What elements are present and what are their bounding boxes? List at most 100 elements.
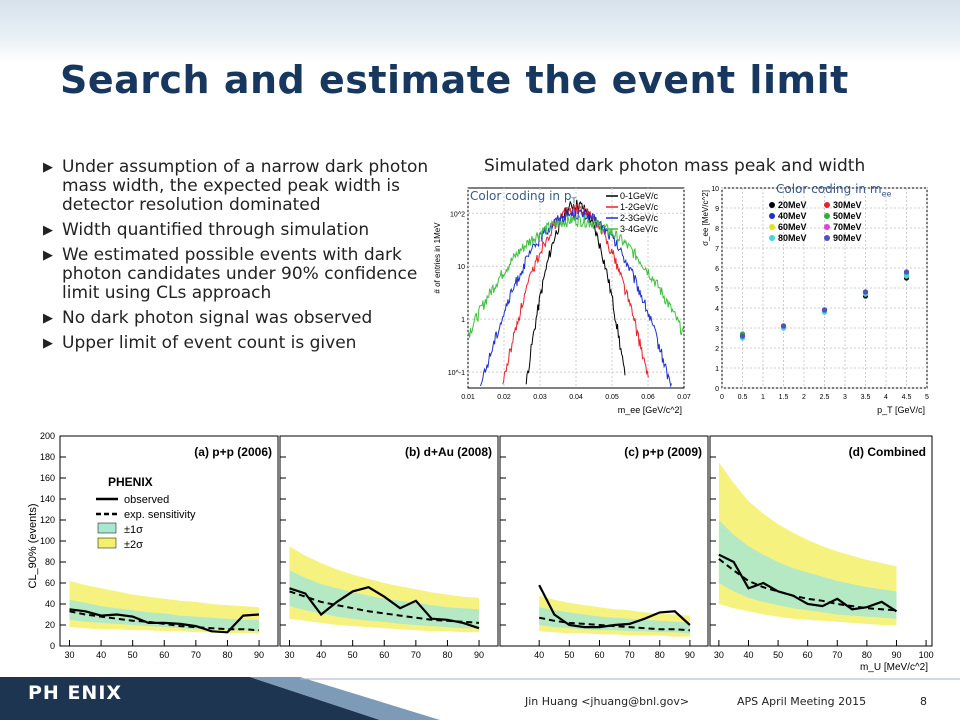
bullet-text: No dark photon signal was observed bbox=[62, 308, 373, 328]
legend-swatch bbox=[824, 235, 830, 241]
limit-panel: 30 40 50 60 70 80 90 (b) d+Au (2008) bbox=[279, 435, 499, 660]
limit-panel: 30 40 50 60 70 80 90 (a) p+p (2006) bbox=[59, 435, 279, 660]
y-tick-label: 40 bbox=[45, 599, 55, 609]
x-tick-label: 0.01 bbox=[461, 394, 475, 401]
series-line bbox=[467, 215, 685, 338]
x-tick-label: 5 bbox=[925, 394, 929, 401]
triangle-right-icon: ▶ bbox=[43, 248, 53, 263]
legend-swatch bbox=[824, 213, 830, 219]
y-tick-label: 5 bbox=[715, 286, 719, 293]
bullet-item: ▶ Upper limit of event count is given bbox=[40, 334, 435, 353]
y-tick-label: 140 bbox=[40, 494, 55, 504]
data-point bbox=[903, 273, 910, 279]
x-tick-label: 30 bbox=[64, 650, 74, 660]
x-tick-label: 30 bbox=[284, 650, 294, 660]
legend-label: 1-2GeV/c bbox=[620, 202, 659, 212]
legend-title: PHENIX bbox=[108, 475, 153, 489]
x-tick-label: 0.02 bbox=[497, 394, 511, 401]
panel-label: (d) Combined bbox=[849, 445, 926, 459]
series-line bbox=[480, 207, 672, 388]
y-tick-label: 80 bbox=[45, 557, 55, 567]
x-tick-label: 0 bbox=[720, 394, 724, 401]
x-tick-label: 1.5 bbox=[779, 394, 789, 401]
x-tick-label: 90 bbox=[891, 650, 901, 660]
x-axis-label: p_T [GeV/c] bbox=[877, 405, 925, 415]
x-tick-label: 60 bbox=[803, 650, 813, 660]
legend-swatch bbox=[824, 224, 830, 230]
triangle-right-icon: ▶ bbox=[43, 311, 53, 326]
bullet-text: Width quantified through simulation bbox=[62, 220, 370, 240]
legend-label: ±1σ bbox=[124, 524, 143, 536]
x-tick-label: 1 bbox=[761, 394, 765, 401]
x-tick-label: 80 bbox=[442, 650, 452, 660]
legend: PHENIX observed exp. sensitivity ±1σ ±2σ bbox=[96, 475, 196, 551]
observed-line bbox=[69, 608, 260, 634]
x-tick-label: 70 bbox=[625, 650, 635, 660]
x-tick-label: 70 bbox=[832, 650, 842, 660]
y-tick-label: 10 bbox=[711, 186, 719, 193]
x-tick-label: 50 bbox=[128, 650, 138, 660]
footer-light-wedge bbox=[250, 677, 440, 720]
x-tick-label: 60 bbox=[379, 650, 389, 660]
y-tick-label: 8 bbox=[715, 226, 719, 233]
x-tick-label: 0.05 bbox=[605, 394, 619, 401]
y-tick-label: 120 bbox=[40, 515, 55, 525]
x-tick-label: 40 bbox=[316, 650, 326, 660]
bullet-list: ▶ Under assumption of a narrow dark photo… bbox=[40, 158, 435, 359]
legend-label: 20MeV bbox=[778, 200, 807, 210]
observed-line bbox=[718, 553, 898, 613]
y-tick-label: 160 bbox=[40, 473, 55, 483]
panel-label: (a) p+p (2006) bbox=[194, 445, 272, 459]
page-number: 8 bbox=[920, 695, 927, 708]
y-tick-label: 4 bbox=[715, 306, 719, 313]
y-axis-label: # of entries in 1MeV bbox=[433, 222, 442, 294]
x-tick-label: 40 bbox=[96, 650, 106, 660]
x-tick-label: 0.04 bbox=[569, 394, 583, 401]
legend-label: observed bbox=[124, 494, 169, 506]
legend-swatch bbox=[824, 202, 830, 208]
x-tick-label: 90 bbox=[474, 650, 484, 660]
y-tick-label: 180 bbox=[40, 452, 55, 462]
footer-dark-wedge bbox=[0, 677, 380, 720]
y-tick-label: 9 bbox=[715, 206, 719, 213]
series-line bbox=[525, 199, 626, 385]
triangle-right-icon: ▶ bbox=[43, 223, 53, 238]
y-tick-label: 0 bbox=[715, 386, 719, 393]
x-tick-label: 80 bbox=[655, 650, 665, 660]
x-tick-label: 50 bbox=[348, 650, 358, 660]
legend-swatch bbox=[97, 522, 117, 534]
footer-author: Jin Huang <jhuang@bnl.gov> bbox=[525, 695, 690, 708]
legend-swatch bbox=[769, 224, 775, 230]
legend-label: 3-4GeV/c bbox=[620, 224, 659, 234]
y-axis-label: σ_ee [MeV/c^2] bbox=[701, 190, 710, 246]
bullet-text: Under assumption of a narrow dark photon… bbox=[62, 157, 429, 215]
x-tick-label: 70 bbox=[191, 650, 201, 660]
one-sigma-band bbox=[718, 520, 897, 619]
x-axis-label: m_ee [GeV/c^2] bbox=[618, 405, 682, 415]
y-tick-label: 200 bbox=[40, 431, 55, 441]
bullet-item: ▶ We estimated possible events with dark … bbox=[40, 246, 435, 303]
legend-label: 60MeV bbox=[778, 222, 807, 232]
legend-label: 50MeV bbox=[833, 211, 862, 221]
color-coding-mee-note: Color coding in mee bbox=[776, 182, 892, 199]
legend-swatch bbox=[769, 202, 775, 208]
x-tick-label: 0.03 bbox=[533, 394, 547, 401]
x-tick-label: 50 bbox=[773, 650, 783, 660]
x-tick-label: 40 bbox=[534, 650, 544, 660]
bullet-text: Upper limit of event count is given bbox=[62, 333, 357, 353]
x-tick-label: 60 bbox=[159, 650, 169, 660]
legend-label: 2-3GeV/c bbox=[620, 213, 659, 223]
footer-meeting: APS April Meeting 2015 bbox=[737, 695, 867, 708]
panel-label: (b) d+Au (2008) bbox=[405, 445, 492, 459]
slide-title: Search and estimate the event limit bbox=[60, 58, 849, 102]
legend: 0-1GeV/c1-2GeV/c2-3GeV/c3-4GeV/c bbox=[606, 191, 659, 234]
limit-panel: 30 40 50 60 70 80 90 100 (d) Combined bbox=[709, 435, 934, 660]
triangle-right-icon: ▶ bbox=[43, 160, 53, 175]
y-tick-label: 7 bbox=[715, 246, 719, 253]
triangle-right-icon: ▶ bbox=[43, 336, 53, 351]
x-tick-label: 0.06 bbox=[641, 394, 655, 401]
x-tick-label: 2.5 bbox=[820, 394, 830, 401]
y-tick-label: 20 bbox=[45, 620, 55, 630]
x-tick-label: 90 bbox=[685, 650, 695, 660]
x-tick-label: 3 bbox=[843, 394, 847, 401]
